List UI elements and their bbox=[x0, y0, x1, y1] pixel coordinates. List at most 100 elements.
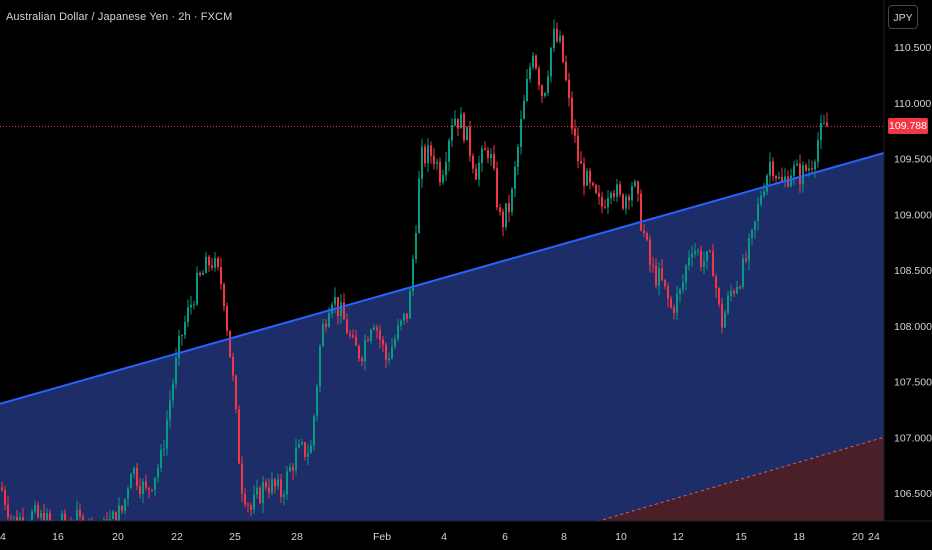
candle[interactable] bbox=[265, 478, 267, 491]
candle[interactable] bbox=[316, 383, 318, 422]
candle[interactable] bbox=[784, 168, 786, 188]
candle[interactable] bbox=[247, 502, 249, 513]
candle[interactable] bbox=[259, 485, 261, 505]
candle[interactable] bbox=[205, 251, 207, 274]
candle[interactable] bbox=[376, 324, 378, 339]
candle[interactable] bbox=[109, 510, 111, 536]
candle[interactable] bbox=[106, 512, 108, 541]
candle[interactable] bbox=[31, 508, 33, 526]
candle[interactable] bbox=[184, 315, 186, 339]
candle[interactable] bbox=[553, 19, 555, 52]
candle[interactable] bbox=[403, 312, 405, 325]
candle[interactable] bbox=[484, 141, 486, 151]
candle[interactable] bbox=[232, 352, 234, 382]
candle[interactable] bbox=[772, 157, 774, 182]
candle[interactable] bbox=[778, 171, 780, 181]
candle[interactable] bbox=[583, 157, 585, 196]
candle[interactable] bbox=[727, 290, 729, 316]
candle[interactable] bbox=[145, 475, 147, 491]
candle[interactable] bbox=[34, 500, 36, 514]
candle[interactable] bbox=[373, 324, 375, 331]
candle[interactable] bbox=[355, 329, 357, 346]
lower-dashed-line[interactable] bbox=[580, 436, 884, 526]
candle[interactable] bbox=[151, 489, 153, 492]
candle[interactable] bbox=[394, 335, 396, 350]
candle[interactable] bbox=[787, 170, 789, 188]
candle[interactable] bbox=[592, 181, 594, 188]
candle[interactable] bbox=[286, 466, 288, 500]
candle[interactable] bbox=[268, 478, 270, 499]
candle[interactable] bbox=[421, 138, 423, 188]
candle[interactable] bbox=[817, 132, 819, 168]
candle[interactable] bbox=[1, 481, 3, 492]
candle[interactable] bbox=[619, 180, 621, 198]
candle[interactable] bbox=[478, 155, 480, 187]
candle[interactable] bbox=[202, 269, 204, 276]
candle[interactable] bbox=[280, 473, 282, 503]
price-axis[interactable]: 110.500 110.000 109.500 109.000 108.500 108.0… bbox=[883, 0, 932, 550]
candle[interactable] bbox=[133, 466, 135, 479]
candle[interactable] bbox=[214, 252, 216, 272]
candle[interactable] bbox=[169, 390, 171, 429]
candle[interactable] bbox=[313, 414, 315, 451]
candle[interactable] bbox=[697, 248, 699, 256]
candle[interactable] bbox=[700, 245, 702, 272]
plot-area[interactable] bbox=[0, 19, 884, 550]
candle[interactable] bbox=[526, 69, 528, 103]
candle[interactable] bbox=[511, 186, 513, 216]
candle[interactable] bbox=[775, 174, 777, 184]
candle[interactable] bbox=[706, 250, 708, 270]
candle[interactable] bbox=[823, 114, 825, 126]
candle[interactable] bbox=[757, 197, 759, 231]
candle[interactable] bbox=[166, 410, 168, 456]
candle[interactable] bbox=[607, 189, 609, 215]
candle[interactable] bbox=[655, 258, 657, 289]
candle[interactable] bbox=[19, 512, 21, 528]
candle[interactable] bbox=[814, 159, 816, 179]
candle[interactable] bbox=[550, 47, 552, 83]
candle[interactable] bbox=[175, 348, 177, 390]
candle[interactable] bbox=[691, 245, 693, 267]
candle[interactable] bbox=[22, 507, 24, 539]
candle[interactable] bbox=[358, 344, 360, 362]
candle[interactable] bbox=[538, 65, 540, 91]
candle[interactable] bbox=[43, 503, 45, 534]
candle[interactable] bbox=[289, 463, 291, 473]
candle[interactable] bbox=[676, 286, 678, 321]
candle[interactable] bbox=[667, 282, 669, 308]
candle[interactable] bbox=[7, 496, 9, 523]
candle[interactable] bbox=[445, 152, 447, 182]
candle[interactable] bbox=[208, 255, 210, 272]
candle[interactable] bbox=[751, 228, 753, 246]
candle[interactable] bbox=[631, 182, 633, 208]
candle[interactable] bbox=[37, 501, 39, 519]
candle[interactable] bbox=[568, 72, 570, 107]
candle[interactable] bbox=[595, 183, 597, 195]
candle[interactable] bbox=[469, 120, 471, 162]
candle[interactable] bbox=[574, 119, 576, 143]
candle[interactable] bbox=[520, 110, 522, 155]
symbol-title[interactable]: Australian Dollar / Japanese Yen · 2h · … bbox=[6, 11, 233, 23]
candle[interactable] bbox=[199, 271, 201, 277]
candle[interactable] bbox=[292, 463, 294, 480]
candle[interactable] bbox=[430, 141, 432, 164]
candle[interactable] bbox=[10, 514, 12, 525]
candle[interactable] bbox=[790, 168, 792, 188]
candle[interactable] bbox=[181, 334, 183, 346]
candle[interactable] bbox=[709, 249, 711, 253]
candle[interactable] bbox=[529, 62, 531, 83]
candle[interactable] bbox=[364, 334, 366, 371]
candle[interactable] bbox=[172, 378, 174, 408]
candle[interactable] bbox=[460, 107, 462, 129]
candle[interactable] bbox=[337, 297, 339, 325]
candle[interactable] bbox=[535, 53, 537, 70]
candle[interactable] bbox=[139, 478, 141, 499]
candle[interactable] bbox=[433, 147, 435, 170]
candle[interactable] bbox=[415, 225, 417, 264]
candle[interactable] bbox=[805, 162, 807, 173]
candle[interactable] bbox=[559, 30, 561, 44]
candle[interactable] bbox=[277, 473, 279, 490]
candle[interactable] bbox=[187, 299, 189, 328]
candle[interactable] bbox=[370, 328, 372, 345]
candle[interactable] bbox=[121, 505, 123, 514]
